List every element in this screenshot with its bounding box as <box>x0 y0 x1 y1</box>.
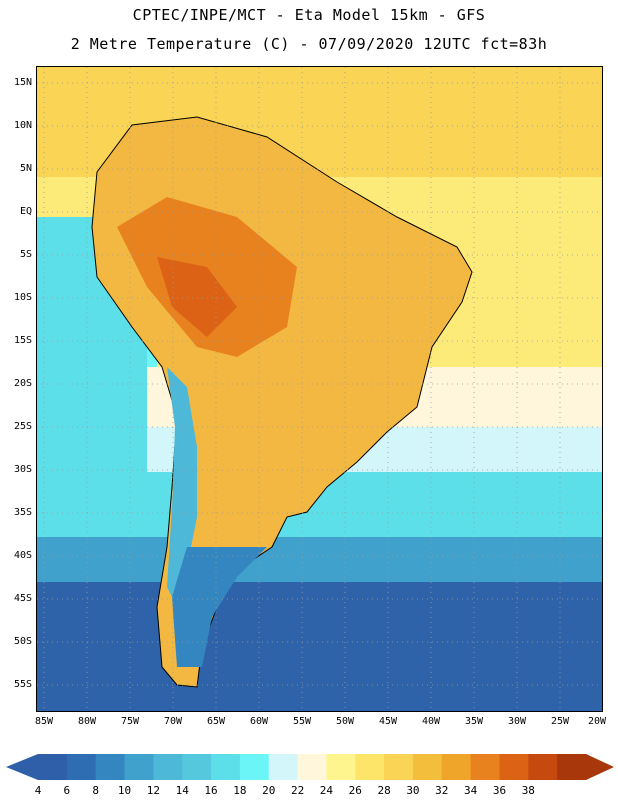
legend-tick-label: 20 <box>262 784 276 797</box>
lat-label: 15N <box>13 77 32 88</box>
legend-swatch <box>38 754 68 780</box>
map-canvas <box>37 67 602 711</box>
legend-tick-label: 30 <box>406 784 420 797</box>
lon-label: 20W <box>587 716 607 727</box>
color-legend-svg <box>6 754 614 780</box>
legend-swatch <box>182 754 212 780</box>
legend-swatch <box>297 754 327 780</box>
legend-swatch <box>528 754 558 780</box>
hottest-region <box>157 257 237 337</box>
lat-label: 45S <box>13 593 32 604</box>
legend-tick-label: 26 <box>348 784 362 797</box>
patagonia-cold-region <box>172 547 267 667</box>
lat-label: 25S <box>13 421 32 432</box>
lat-label: 20S <box>13 378 32 389</box>
legend-tick-label: 4 <box>34 784 42 797</box>
lat-label: 15S <box>13 335 32 346</box>
lon-label: 70W <box>163 716 183 727</box>
legend-arrow-high <box>586 754 614 780</box>
legend-swatch <box>355 754 385 780</box>
legend-tick-label: 8 <box>92 784 99 797</box>
lon-label: 55W <box>292 716 312 727</box>
legend-swatch <box>557 754 587 780</box>
map-title-line2: 2 Metre Temperature (C) - 07/09/2020 12U… <box>70 35 548 53</box>
legend-tick-label: 32 <box>435 784 449 797</box>
color-legend-bar <box>0 752 618 782</box>
lon-label: 40W <box>421 716 441 727</box>
legend-swatch <box>153 754 183 780</box>
lat-label: EQ <box>19 206 32 217</box>
ocean-band-10 <box>37 537 602 582</box>
lat-label: 10N <box>13 120 32 131</box>
lon-label: 65W <box>206 716 226 727</box>
legend-tick-label: 18 <box>233 784 247 797</box>
legend-swatch <box>211 754 241 780</box>
legend-tick-label: 24 <box>319 784 334 797</box>
lon-label: 75W <box>120 716 140 727</box>
legend-tick-label: 36 <box>492 784 507 797</box>
temperature-map <box>36 66 603 712</box>
lon-label: 60W <box>249 716 269 727</box>
legend-swatch <box>239 754 270 780</box>
legend-tick-label: 10 <box>117 784 132 797</box>
legend-swatch <box>499 754 529 780</box>
lat-label: 5N <box>19 163 32 174</box>
lon-label: 80W <box>77 716 97 727</box>
legend-tick-label: 6 <box>63 784 71 797</box>
lon-label: 45W <box>378 716 398 727</box>
map-title-line1: CPTEC/INPE/MCT - Eta Model 15km - GFS <box>132 6 486 24</box>
lat-label: 40S <box>13 550 32 561</box>
legend-swatch <box>95 754 126 780</box>
legend-swatch <box>441 754 472 780</box>
legend-swatch <box>66 754 97 780</box>
lon-label: 85W <box>34 716 54 727</box>
legend-tick-label: 28 <box>377 784 391 797</box>
legend-tick-label: 22 <box>290 784 305 797</box>
ocean-band-4 <box>37 582 602 711</box>
legend-swatch <box>470 754 500 780</box>
legend-swatch <box>412 754 443 780</box>
legend-tick-label: 12 <box>146 784 160 797</box>
legend-swatch <box>384 754 414 780</box>
legend-swatch <box>124 754 154 780</box>
lon-label: 30W <box>507 716 527 727</box>
legend-tick-label: 14 <box>175 784 189 797</box>
lat-label: 55S <box>13 679 32 690</box>
legend-swatch <box>326 754 356 780</box>
lon-label: 35W <box>464 716 484 727</box>
legend-swatch <box>268 754 299 780</box>
lat-label: 30S <box>13 464 32 475</box>
lat-label: 10S <box>13 292 32 303</box>
graticule <box>37 67 602 711</box>
lon-label: 25W <box>550 716 570 727</box>
lat-label: 5S <box>19 249 32 260</box>
legend-tick-label: 38 <box>521 784 535 797</box>
lat-label: 50S <box>13 636 32 647</box>
lat-label: 35S <box>13 507 32 518</box>
legend-tick-label: 34 <box>464 784 478 797</box>
legend-tick-label: 16 <box>204 784 218 797</box>
lon-label: 50W <box>335 716 355 727</box>
legend-arrow-low <box>6 754 38 780</box>
